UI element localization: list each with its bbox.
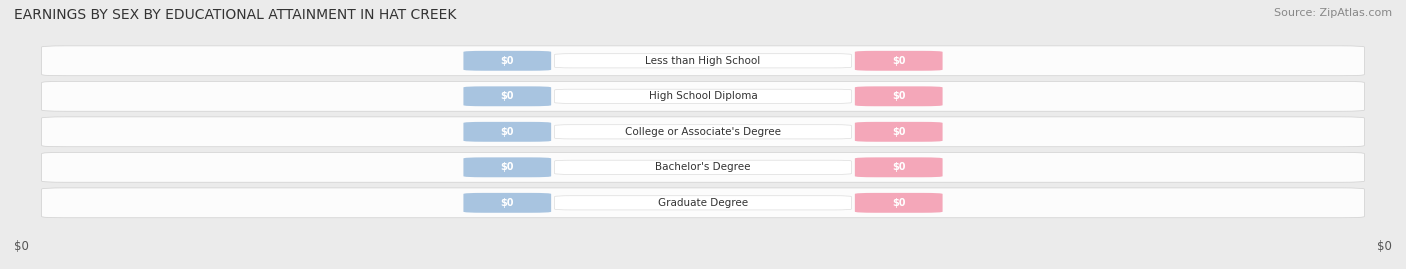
FancyBboxPatch shape — [464, 86, 551, 106]
FancyBboxPatch shape — [42, 82, 1364, 111]
FancyBboxPatch shape — [464, 122, 551, 142]
Text: $0: $0 — [501, 91, 515, 101]
FancyBboxPatch shape — [464, 193, 551, 213]
Text: $0: $0 — [1376, 240, 1392, 253]
FancyBboxPatch shape — [855, 122, 942, 142]
FancyBboxPatch shape — [554, 125, 852, 139]
FancyBboxPatch shape — [855, 51, 942, 71]
Text: Source: ZipAtlas.com: Source: ZipAtlas.com — [1274, 8, 1392, 18]
Text: $0: $0 — [14, 240, 30, 253]
Text: $0: $0 — [891, 56, 905, 66]
Text: $0: $0 — [501, 56, 515, 66]
Text: $0: $0 — [501, 162, 515, 172]
Text: Bachelor's Degree: Bachelor's Degree — [655, 162, 751, 172]
FancyBboxPatch shape — [464, 157, 551, 177]
Text: $0: $0 — [891, 162, 905, 172]
FancyBboxPatch shape — [464, 51, 551, 71]
FancyBboxPatch shape — [42, 188, 1364, 218]
FancyBboxPatch shape — [554, 54, 852, 68]
Text: $0: $0 — [501, 127, 515, 137]
Text: EARNINGS BY SEX BY EDUCATIONAL ATTAINMENT IN HAT CREEK: EARNINGS BY SEX BY EDUCATIONAL ATTAINMEN… — [14, 8, 457, 22]
FancyBboxPatch shape — [554, 196, 852, 210]
Text: Less than High School: Less than High School — [645, 56, 761, 66]
FancyBboxPatch shape — [42, 117, 1364, 147]
FancyBboxPatch shape — [855, 193, 942, 213]
Text: Graduate Degree: Graduate Degree — [658, 198, 748, 208]
FancyBboxPatch shape — [855, 86, 942, 106]
Text: College or Associate's Degree: College or Associate's Degree — [626, 127, 780, 137]
Text: $0: $0 — [501, 198, 515, 208]
Text: $0: $0 — [891, 127, 905, 137]
Text: $0: $0 — [891, 91, 905, 101]
Text: High School Diploma: High School Diploma — [648, 91, 758, 101]
FancyBboxPatch shape — [42, 46, 1364, 76]
FancyBboxPatch shape — [554, 160, 852, 174]
FancyBboxPatch shape — [42, 153, 1364, 182]
FancyBboxPatch shape — [855, 157, 942, 177]
Text: $0: $0 — [891, 198, 905, 208]
FancyBboxPatch shape — [554, 89, 852, 103]
